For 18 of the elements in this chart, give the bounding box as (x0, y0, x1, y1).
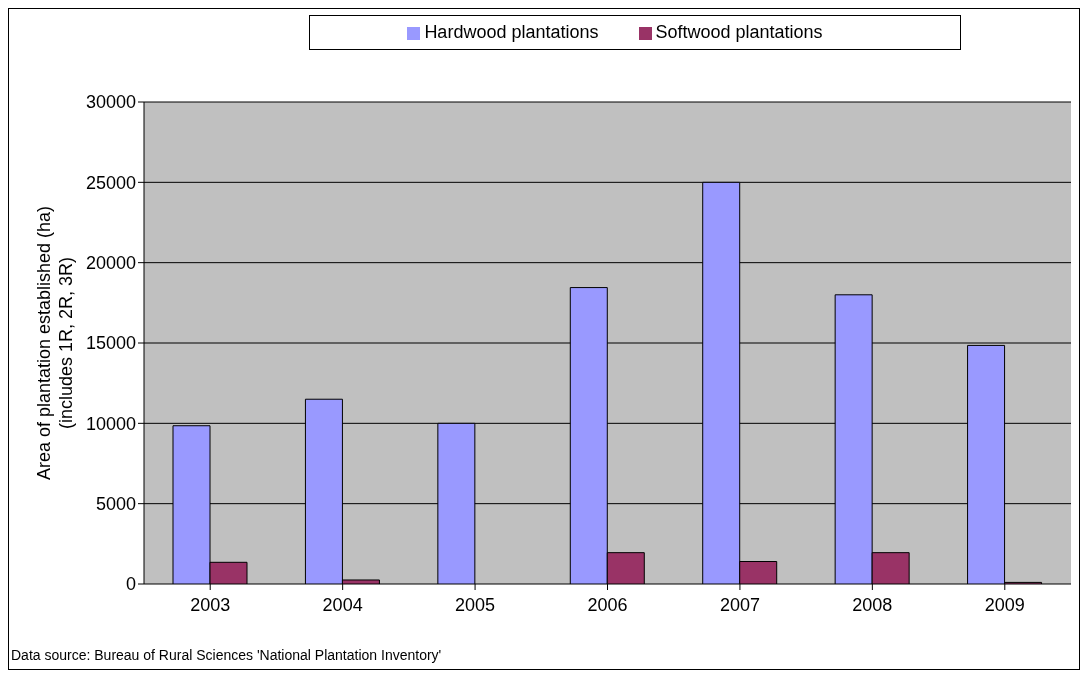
y-tick-label: 5000 (95, 494, 136, 515)
y-tick-label: 0 (125, 574, 136, 595)
legend-label: Hardwood plantations (424, 22, 599, 42)
y-tick-label: 20000 (85, 253, 136, 274)
y-tick-label: 10000 (85, 413, 136, 434)
source-note: Data source: Bureau of Rural Sciences 'National Plantation Inventory' (11, 647, 442, 663)
x-tick-label: 2004 (322, 594, 363, 615)
y-tick-label: 15000 (85, 333, 136, 354)
x-tick-label: 2009 (984, 594, 1025, 615)
x-tick-label: 2006 (587, 594, 628, 615)
x-tick-label: 2008 (852, 594, 893, 615)
x-tick-label: 2005 (455, 594, 496, 615)
y-axis-title: Area of plantation established (ha) (includes 1R, 2R, 3R) (34, 205, 76, 481)
y-tick-label: 30000 (85, 92, 136, 113)
x-tick-label: 2003 (190, 594, 231, 615)
legend-label: Softwood plantations (655, 22, 823, 42)
y-tick-label: 25000 (85, 172, 136, 193)
x-tick-label: 2007 (719, 594, 760, 615)
